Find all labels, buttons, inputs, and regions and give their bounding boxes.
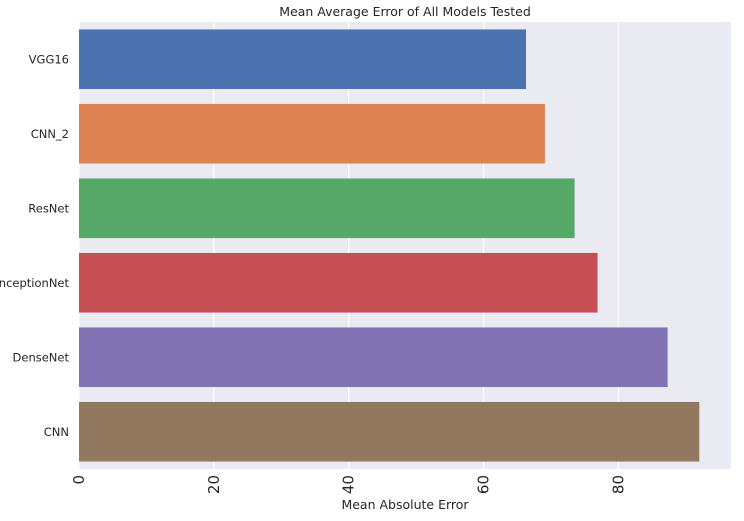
y-tick-label-cnn: CNN xyxy=(44,425,69,439)
bar-inceptionnet xyxy=(79,252,598,313)
bars xyxy=(79,29,700,462)
x-tick-label-60: 60 xyxy=(475,475,493,494)
x-tick-label-0: 0 xyxy=(70,475,88,485)
y-tick-label-vgg16: VGG16 xyxy=(29,52,69,66)
y-tick-label-cnn-2: CNN_2 xyxy=(31,127,69,141)
grid-lines xyxy=(78,22,620,469)
y-tick-labels: VGG16 CNN_2 ResNet InceptionNet DenseNet CNN xyxy=(0,52,69,439)
bar-cnn-2 xyxy=(79,103,545,164)
x-axis-label: Mean Absolute Error xyxy=(341,497,469,512)
x-tick-labels: 0 20 40 60 80 xyxy=(70,475,627,494)
y-tick-label-densenet: DenseNet xyxy=(13,350,70,364)
bar-cnn xyxy=(79,401,700,462)
plot-background xyxy=(79,22,731,469)
y-tick-label-inceptionnet: InceptionNet xyxy=(0,276,69,290)
x-tick-label-40: 40 xyxy=(340,475,358,494)
bar-vgg16 xyxy=(79,29,527,90)
bar-densenet xyxy=(79,327,668,388)
x-tick-label-80: 80 xyxy=(609,475,627,494)
y-tick-label-resnet: ResNet xyxy=(28,201,69,215)
bar-resnet xyxy=(79,178,575,239)
chart-title: Mean Average Error of All Models Tested xyxy=(279,4,531,19)
x-tick-label-20: 20 xyxy=(205,475,223,494)
